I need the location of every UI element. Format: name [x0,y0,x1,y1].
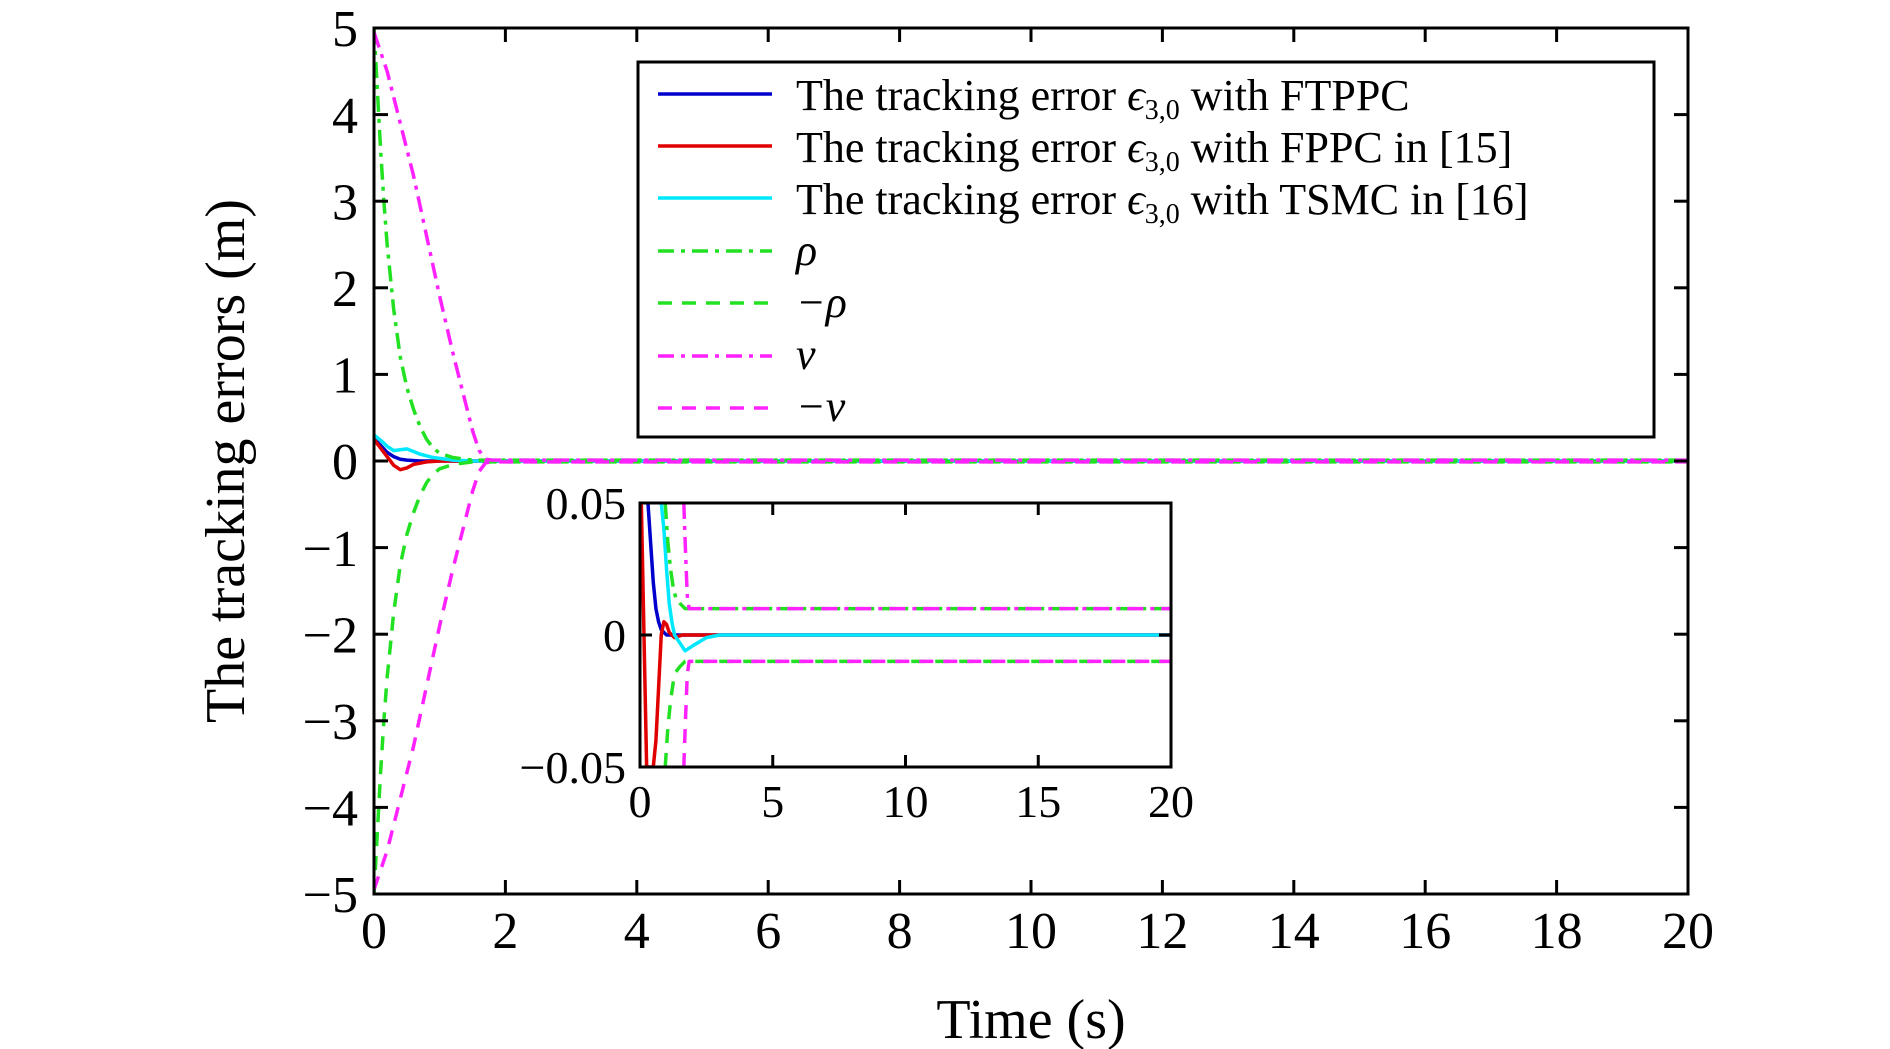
legend-entry-fppc: The tracking error ϵ3,0 with FPPC in [15… [658,123,1512,178]
x-axis-label: Time (s) [936,989,1125,1049]
legend-entry-tsmc: The tracking error ϵ3,0 with TSMC in [16… [658,175,1529,230]
main-y-tick-label: −4 [303,781,358,838]
legend-entry-neg-rho: −ρ [658,278,847,327]
epsilon-symbol: ϵ [1127,123,1147,172]
inset-y-tick-label: 0 [603,610,626,661]
epsilon-symbol: ϵ [1127,175,1147,224]
main-y-tick-label: −1 [303,521,358,578]
inset-series-3-line [663,503,1171,611]
main-series-3-line [374,28,1688,462]
inset-series-1-line [640,503,1171,767]
main-y-tick-label: 3 [332,174,358,231]
legend-label-rho: ρ [794,226,817,275]
main-x-tick-label: 0 [361,903,387,960]
main-x-tick-label: 2 [492,903,518,960]
legend-text-part: with TSMC in [16] [1180,175,1529,224]
main-x-tick-label: 6 [755,903,781,960]
inset-y-tick-label: 0.05 [546,478,627,529]
inset-x-tick-label: 5 [761,776,784,827]
inset-series-group [640,503,1171,767]
legend-label-tsmc: The tracking error ϵ3,0 with TSMC in [16… [796,175,1529,230]
main-x-tick-label: 8 [887,903,913,960]
main-y-tick-label: 4 [332,88,358,145]
main-x-tick-label: 16 [1399,903,1451,960]
legend-entry-neg-v: −v [658,382,846,431]
epsilon-symbol: ϵ [1127,71,1147,120]
main-y-tick-label: 2 [332,261,358,318]
legend-label-fppc: The tracking error ϵ3,0 with FPPC in [15… [796,123,1512,178]
legend-label-neg-v: −v [796,382,846,431]
main-x-tick-label: 18 [1531,903,1583,960]
main-x-tick-label: 14 [1268,903,1320,960]
inset-series-4-line [663,659,1171,767]
legend-text-part: with FPPC in [15] [1180,123,1513,172]
legend-text-part: with FTPPC [1180,71,1410,120]
legend-label-ftppc: The tracking error ϵ3,0 with FTPPC [796,71,1410,126]
inset-x-tick-label: 15 [1015,776,1061,827]
legend-box [636,60,1656,439]
subscript: 3,0 [1145,199,1180,230]
main-y-tick-label: −5 [303,867,358,924]
main-y-tick-label: 1 [332,348,358,405]
legend-text-part: The tracking error [796,71,1127,120]
main-plot-frame [372,26,1690,896]
main-x-tick-label: 20 [1662,903,1714,960]
main-x-tick-label: 4 [624,903,650,960]
inset-series-2-line [659,503,1171,653]
subscript: 3,0 [1145,95,1180,126]
legend-text-part: The tracking error [796,123,1127,172]
legend-entry-rho: ρ [658,226,817,275]
inset-x-tick-label: 10 [883,776,929,827]
legend-entry-ftppc: The tracking error ϵ3,0 with FTPPC [658,71,1410,126]
inset-series-6-line [682,659,1171,767]
inset-x-tick-label: 0 [629,776,652,827]
y-axis-label: The tracking errors (m) [195,199,257,723]
legend-label-v: v [796,330,816,379]
legend-entry-v: v [658,330,816,379]
inset-y-tick-label: −0.05 [520,742,626,793]
legend: The tracking error ϵ3,0 with FTPPC The t… [636,60,1656,439]
main-y-tick-label: 5 [332,1,358,58]
subscript: 3,0 [1145,147,1180,178]
main-y-tick-label: 0 [332,434,358,491]
main-x-tick-label: 12 [1136,903,1188,960]
main-series-5-line [374,31,1688,462]
inset-plot-frame [638,501,1173,769]
main-y-tick-label: −2 [303,607,358,664]
legend-text-part: The tracking error [796,175,1127,224]
inset-x-tick-label: 20 [1148,776,1194,827]
main-series-4-line [374,460,1688,894]
main-series-6-line [374,460,1688,891]
main-y-tick-label: −3 [303,694,358,751]
main-x-tick-label: 10 [1005,903,1057,960]
legend-label-neg-rho: −ρ [796,278,847,327]
main-series-group [374,28,1688,894]
inset-series-5-line [682,503,1171,611]
